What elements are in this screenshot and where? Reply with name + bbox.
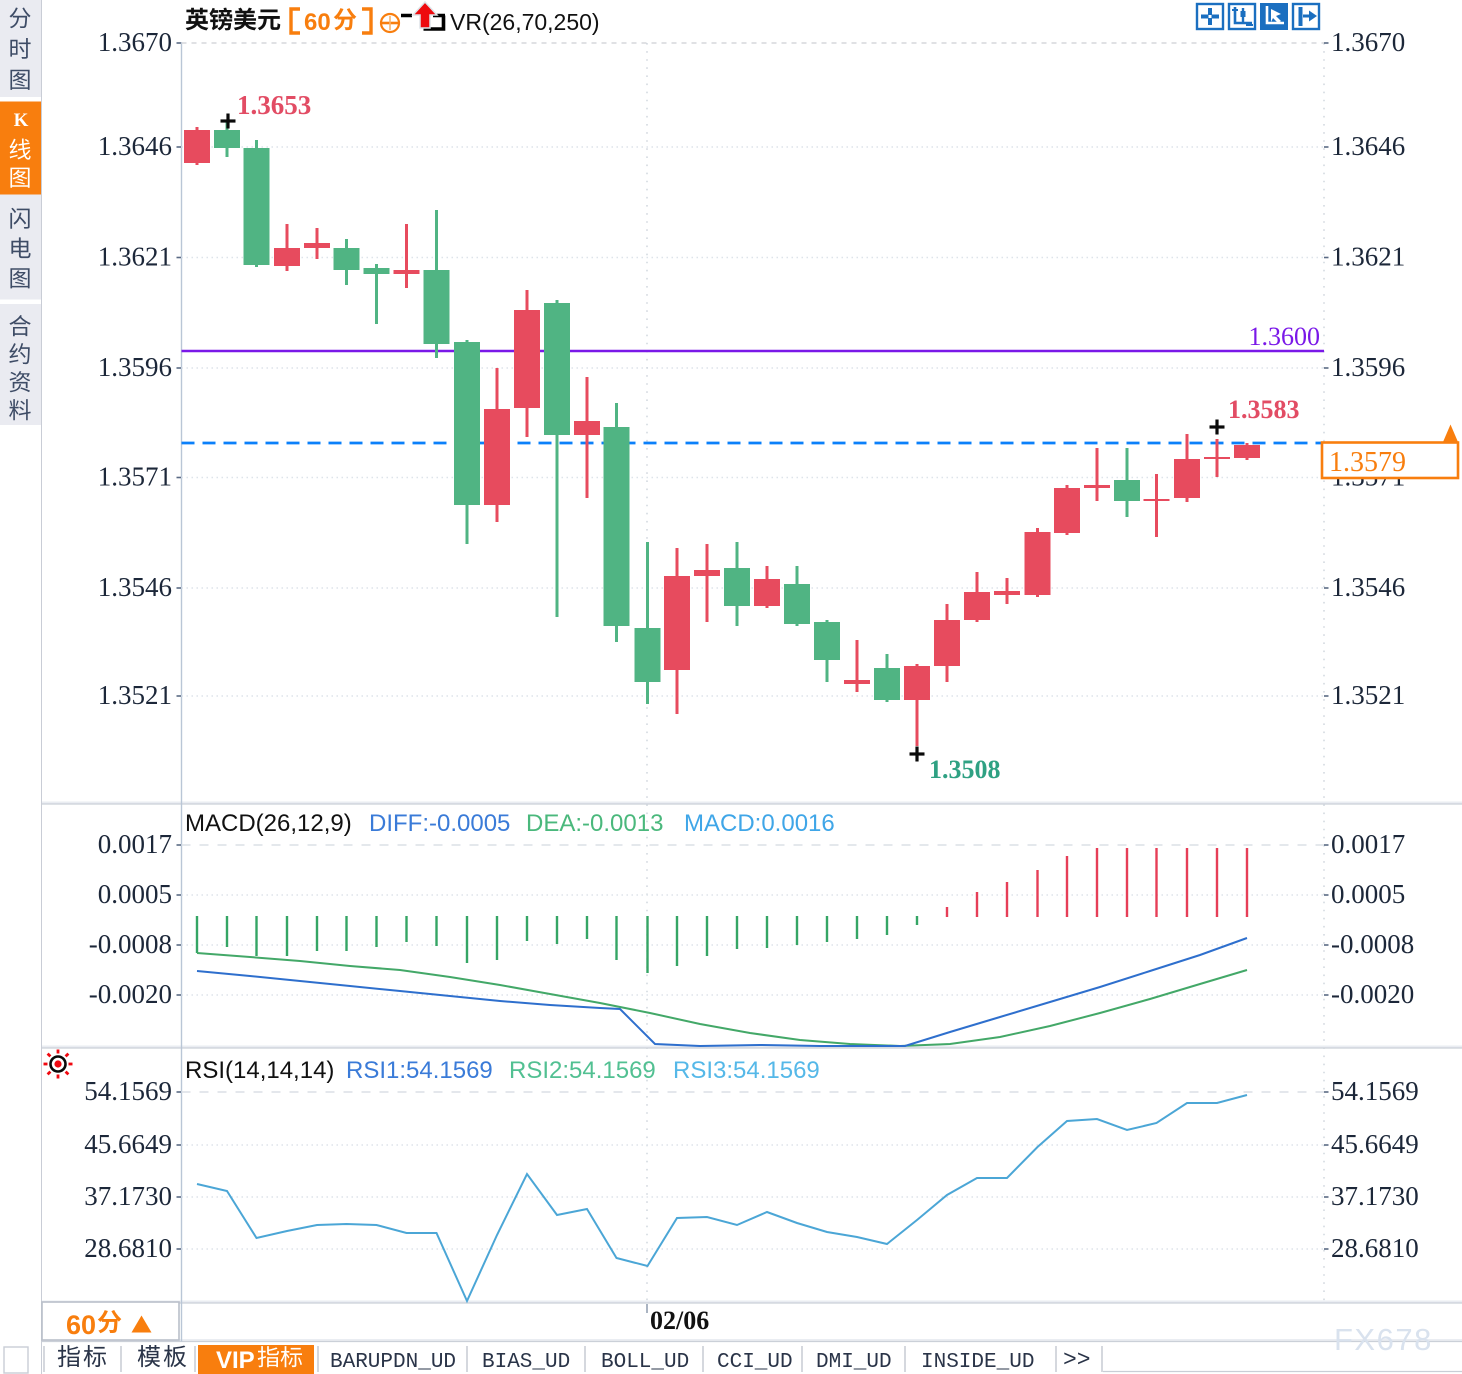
svg-text:MACD(26,12,9): MACD(26,12,9): [185, 810, 352, 837]
svg-text:BOLL_UD: BOLL_UD: [601, 1351, 689, 1374]
svg-text:1.3546: 1.3546: [1331, 572, 1405, 602]
svg-text:1.3521: 1.3521: [98, 680, 172, 710]
svg-text:CCI_UD: CCI_UD: [717, 1351, 793, 1374]
svg-text:-0.0020: -0.0020: [1331, 979, 1414, 1009]
svg-text:VIP: VIP: [216, 1347, 255, 1374]
svg-text:BARUPDN_UD: BARUPDN_UD: [330, 1351, 456, 1374]
svg-text:0.0005: 0.0005: [98, 879, 172, 909]
svg-text:37.1730: 37.1730: [84, 1181, 172, 1211]
svg-text:54.1569: 54.1569: [84, 1076, 172, 1106]
svg-text:MACD:0.0016: MACD:0.0016: [684, 810, 835, 837]
svg-text:FX678: FX678: [1334, 1322, 1433, 1357]
svg-text:0.0005: 0.0005: [1331, 879, 1405, 909]
svg-text:1.3646: 1.3646: [98, 131, 172, 161]
svg-text:DEA:-0.0013: DEA:-0.0013: [526, 810, 663, 837]
svg-text:VR(26,70,250): VR(26,70,250): [450, 9, 600, 35]
svg-text:02/06: 02/06: [650, 1306, 709, 1335]
svg-text:BIAS_UD: BIAS_UD: [482, 1351, 570, 1374]
svg-text:28.6810: 28.6810: [84, 1233, 172, 1263]
svg-text:45.6649: 45.6649: [84, 1129, 172, 1159]
svg-text:1.3596: 1.3596: [98, 352, 172, 382]
svg-text:37.1730: 37.1730: [1331, 1181, 1419, 1211]
svg-text:60: 60: [304, 9, 331, 36]
svg-text:60: 60: [66, 1310, 96, 1340]
svg-text:-0.0008: -0.0008: [89, 929, 172, 959]
svg-text:1.3508: 1.3508: [929, 755, 1001, 784]
svg-text:RSI2:54.1569: RSI2:54.1569: [509, 1057, 656, 1084]
svg-text:1.3646: 1.3646: [1331, 131, 1405, 161]
svg-text:RSI3:54.1569: RSI3:54.1569: [673, 1057, 820, 1084]
svg-text:1.3571: 1.3571: [98, 462, 172, 492]
svg-text:0.0017: 0.0017: [1331, 829, 1405, 859]
svg-text:1.3653: 1.3653: [237, 90, 311, 120]
svg-text:1.3521: 1.3521: [1331, 680, 1405, 710]
svg-text:RSI1:54.1569: RSI1:54.1569: [346, 1057, 493, 1084]
svg-text:1.3546: 1.3546: [98, 572, 172, 602]
svg-text:1.3600: 1.3600: [1249, 322, 1321, 351]
svg-text:>>: >>: [1063, 1347, 1091, 1373]
svg-text:1.3670: 1.3670: [98, 27, 172, 57]
svg-text:INSIDE_UD: INSIDE_UD: [921, 1351, 1034, 1374]
svg-text:54.1569: 54.1569: [1331, 1076, 1419, 1106]
svg-text:-0.0020: -0.0020: [89, 979, 172, 1009]
svg-text:45.6649: 45.6649: [1331, 1129, 1419, 1159]
svg-text:1.3583: 1.3583: [1228, 395, 1300, 424]
svg-text:DMI_UD: DMI_UD: [816, 1351, 892, 1374]
svg-text:DIFF:-0.0005: DIFF:-0.0005: [369, 810, 510, 837]
svg-text:1.3596: 1.3596: [1331, 352, 1405, 382]
svg-text:1.3670: 1.3670: [1331, 27, 1405, 57]
svg-text:1.3621: 1.3621: [1331, 242, 1405, 272]
svg-text:-0.0008: -0.0008: [1331, 929, 1414, 959]
svg-text:K: K: [14, 110, 29, 131]
svg-text:1.3621: 1.3621: [98, 242, 172, 272]
svg-text:RSI(14,14,14): RSI(14,14,14): [185, 1057, 334, 1084]
svg-text:1.3579: 1.3579: [1329, 447, 1406, 478]
svg-text:0.0017: 0.0017: [98, 829, 172, 859]
svg-text:28.6810: 28.6810: [1331, 1233, 1419, 1263]
